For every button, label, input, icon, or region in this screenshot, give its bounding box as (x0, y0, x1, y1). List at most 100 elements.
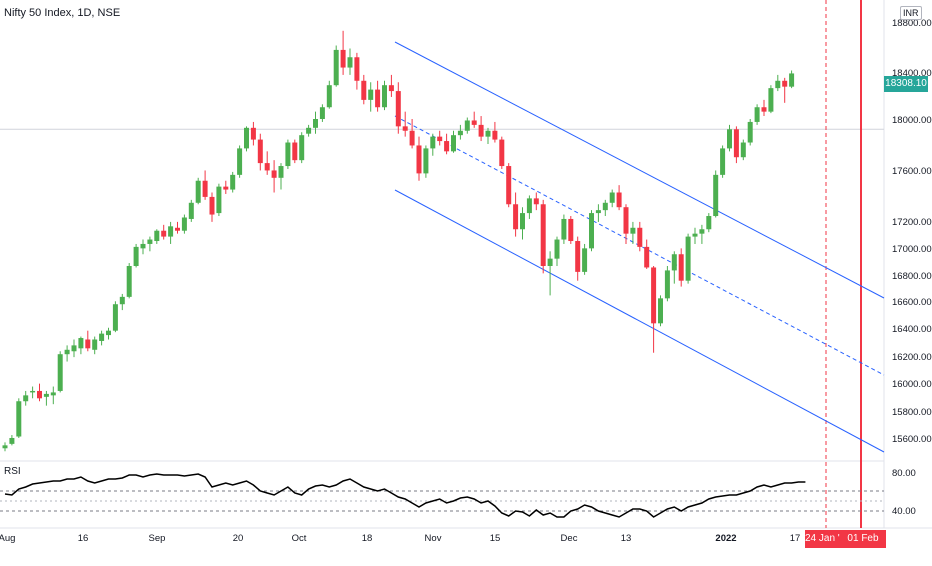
time-axis-label: 16 (78, 533, 89, 544)
candle-body (85, 339, 91, 349)
candle-body (464, 120, 470, 131)
candle-body (402, 126, 408, 131)
rsi-indicator-label[interactable]: RSI (4, 466, 21, 477)
candle-body (57, 354, 63, 391)
candle-body (92, 339, 98, 350)
candle-body (492, 130, 498, 140)
candle-body (678, 254, 684, 281)
candle-body (506, 166, 512, 205)
candle-body (478, 124, 484, 137)
candle-body (651, 267, 657, 324)
candle-body (747, 121, 753, 143)
candle-body (347, 57, 353, 68)
candle-body (306, 127, 312, 134)
candle-body (50, 392, 56, 396)
candle-body (319, 107, 325, 119)
candle-body (250, 127, 256, 140)
price-axis-label: 15800.00 (892, 407, 932, 418)
candle-body (361, 80, 367, 100)
candle-body (16, 401, 22, 437)
price-chart[interactable]: 15600.00 15800.00 16000.00 16200.00 16400.00… (0, 0, 932, 550)
candle-body (457, 130, 463, 136)
price-axis-label: 16800.00 (892, 271, 932, 282)
candle-body (664, 270, 670, 299)
candle-body (526, 198, 532, 214)
price-axis-label: 18400.00 (892, 68, 932, 79)
candle-body (9, 437, 15, 444)
candle-body (119, 296, 125, 305)
rsi-axis-label: 40.00 (892, 506, 916, 517)
candle-body (575, 241, 581, 272)
candle-body (775, 80, 781, 89)
candle-body (609, 192, 615, 203)
candle-body (533, 198, 539, 205)
candle-body (520, 213, 525, 230)
candle-body (554, 239, 560, 259)
candle-body (382, 85, 387, 108)
candle-body (602, 202, 608, 211)
candle-body (244, 127, 249, 149)
candle-body (388, 85, 394, 92)
candle-body (706, 216, 712, 230)
candle-body (471, 120, 477, 125)
candle-body (561, 218, 567, 240)
candle-body (99, 333, 105, 341)
time-axis-label: Sep (149, 533, 166, 544)
candle-body (733, 129, 739, 158)
candle-body (299, 135, 305, 161)
candle-body (264, 163, 270, 171)
rsi-line (4, 473, 806, 518)
candle-body (768, 88, 774, 112)
candle-body (499, 139, 505, 167)
candle-body (216, 186, 222, 214)
time-axis-label: Nov (425, 533, 442, 544)
candle-body (237, 148, 243, 175)
candle-body (623, 207, 629, 234)
candle-body (140, 243, 146, 249)
rsi-axis-label: 80.00 (892, 468, 916, 479)
last-price-tag: 18308.10 (884, 76, 928, 92)
candle-body (278, 166, 284, 178)
candle-body (223, 186, 229, 190)
candle-body (540, 204, 546, 266)
candle-body (595, 210, 601, 214)
channel-upper-line (394, 41, 885, 299)
price-axis-label: 15600.00 (892, 434, 932, 445)
time-axis-label: 20 (233, 533, 244, 544)
candle-body (133, 246, 139, 266)
candle-body (754, 107, 760, 122)
candle-body (513, 204, 519, 230)
candle-body (637, 227, 643, 247)
candle-body (444, 141, 450, 152)
candle-body (395, 91, 401, 127)
candle-body (568, 218, 574, 242)
price-axis-label: 16400.00 (892, 324, 932, 335)
candle-body (658, 298, 663, 324)
date-marker-2: 01 Feb '22 (840, 530, 886, 562)
candle-body (720, 148, 726, 175)
time-axis-label: Dec (561, 533, 578, 544)
candle-body (181, 217, 187, 231)
candle-body (313, 119, 318, 128)
candle-body (409, 130, 415, 146)
candle-body (64, 349, 70, 355)
candle-body (168, 226, 174, 237)
price-axis-label: 17000.00 (892, 244, 932, 255)
candle-body (740, 142, 746, 158)
date-marker-1: 24 Jan '2 (805, 530, 843, 548)
price-axis-label: 17200.00 (892, 217, 932, 228)
price-axis-label: 16600.00 (892, 297, 932, 308)
candle-body (154, 230, 160, 242)
candle-body (209, 196, 215, 215)
candle-body (188, 202, 194, 219)
candle-body (126, 266, 132, 297)
candle-body (354, 57, 360, 81)
candle-body (547, 258, 553, 266)
candle-body (630, 227, 636, 234)
candle-body (43, 393, 49, 397)
candle-body (195, 180, 201, 203)
currency-badge[interactable]: INR (900, 6, 922, 20)
candle-body (161, 230, 167, 237)
candle-body (616, 192, 622, 208)
candle-body (644, 246, 650, 268)
